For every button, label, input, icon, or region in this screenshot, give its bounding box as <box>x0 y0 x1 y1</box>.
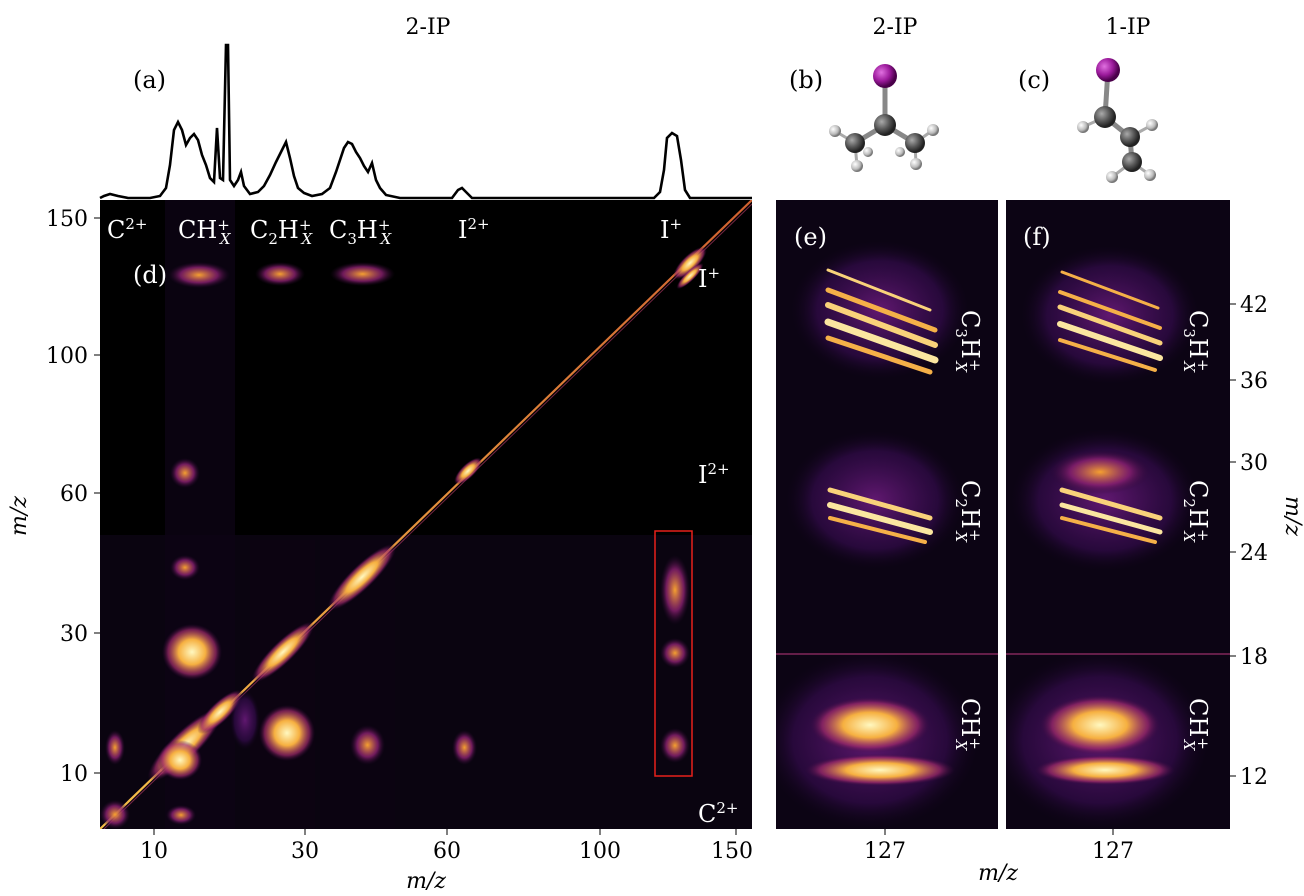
x-tick-100: 100 <box>579 839 621 864</box>
zoom-y-tick-36: 36 <box>1240 369 1268 394</box>
zoom-y-tick-24: 24 <box>1240 541 1268 566</box>
panel-label-b: (b) <box>789 66 823 94</box>
main-label-c2hx: C2H+ X <box>250 216 313 248</box>
main-label-chx: CH+ X <box>178 216 232 248</box>
zoom-panel-2ip: (e) C3H+X C2H+X CH+X <box>776 200 998 829</box>
y-tick-150: 150 <box>46 207 88 232</box>
panel-label-c: (c) <box>1018 66 1050 94</box>
molecule-2ip <box>829 64 939 172</box>
covariance-map <box>100 200 752 829</box>
spectrum-trace <box>99 43 752 200</box>
zoom-y-tick-18: 18 <box>1240 645 1268 670</box>
x-tick-60: 60 <box>433 839 461 864</box>
main-x-label: m/z <box>406 869 446 894</box>
e-label-chx: CH+X <box>952 698 984 752</box>
zoom-e-x-tick: 127 <box>864 839 906 864</box>
main-label-c3hx: C3H+ X <box>329 216 392 248</box>
zoom-y-tick-30: 30 <box>1240 451 1268 476</box>
panel-label-f: (f) <box>1023 223 1051 251</box>
zoom-y-tick-42: 42 <box>1240 293 1268 318</box>
f-label-c3hx: C3H+X <box>1180 310 1212 373</box>
panel-label-d: (d) <box>133 261 167 289</box>
zoom-y-axis: 42 36 30 24 18 12 <box>1230 293 1268 790</box>
x-tick-150: 150 <box>711 839 753 864</box>
f-label-chx: CH+X <box>1180 698 1212 752</box>
zoom-x-label: m/z <box>978 861 1018 886</box>
y-tick-30: 30 <box>60 622 88 647</box>
zoom-y-tick-12: 12 <box>1240 765 1268 790</box>
title-left: 2-IP <box>406 15 451 40</box>
main-x-axis: 10 30 60 100 150 <box>140 829 753 864</box>
molecule-1ip <box>1077 58 1158 183</box>
zoom-panel-1ip: (f) C3H+X C2H+X CH+X <box>1006 200 1230 829</box>
panel-label-a: (a) <box>133 66 166 94</box>
title-right: 1-IP <box>1106 15 1151 40</box>
e-label-c3hx: C3H+X <box>952 310 984 373</box>
y-tick-100: 100 <box>46 344 88 369</box>
panel-label-e: (e) <box>794 223 827 251</box>
title-mid: 2-IP <box>873 15 918 40</box>
f-label-c2hx: C2H+X <box>1180 480 1212 543</box>
zoom-region-box <box>654 530 693 777</box>
x-tick-30: 30 <box>291 839 319 864</box>
e-label-c2hx: C2H+X <box>952 480 984 543</box>
y-tick-10: 10 <box>60 762 88 787</box>
zoom-f-x-tick: 127 <box>1092 839 1134 864</box>
main-y-axis: 10 30 60 100 150 <box>46 207 100 787</box>
zoom-y-label: m/z <box>1280 496 1304 536</box>
zoom-x-axis: 127 127 <box>864 829 1134 864</box>
x-tick-10: 10 <box>140 839 168 864</box>
y-tick-60: 60 <box>60 482 88 507</box>
main-y-label: m/z <box>7 496 32 536</box>
